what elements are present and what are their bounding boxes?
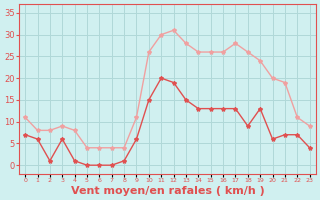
X-axis label: Vent moyen/en rafales ( km/h ): Vent moyen/en rafales ( km/h ) <box>70 186 264 196</box>
